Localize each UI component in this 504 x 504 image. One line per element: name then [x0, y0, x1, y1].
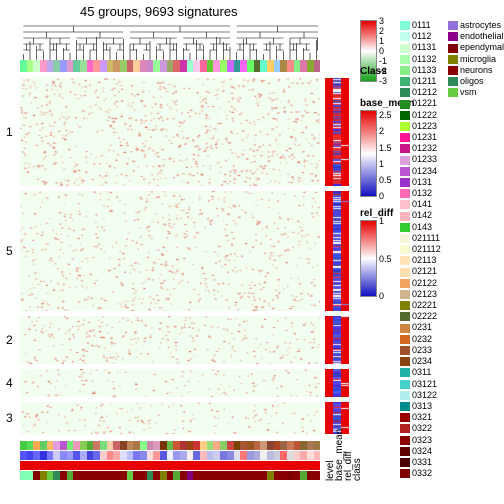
legend-column: 0111011201131011320113301211012120122101…: [400, 20, 441, 479]
column-annotation-top: [20, 60, 320, 72]
row-annotation: [325, 78, 355, 439]
colorbar: 2.521.510.50: [360, 110, 377, 197]
row-group-label: 2: [6, 333, 13, 347]
chart-title: 45 groups, 9693 signatures: [80, 4, 238, 19]
row-group-label: 1: [6, 125, 13, 139]
bottom-ann-label: class: [352, 458, 363, 481]
heatmap-body: [20, 78, 320, 439]
row-group-label: 5: [6, 244, 13, 258]
row-group-label: 3: [6, 411, 13, 425]
colorbar: 10.50: [360, 220, 377, 297]
legend-column: astrocytesendothelialependymalmicroglian…: [448, 20, 504, 98]
row-group-label: 4: [6, 376, 13, 390]
dendrogram: [20, 20, 320, 60]
